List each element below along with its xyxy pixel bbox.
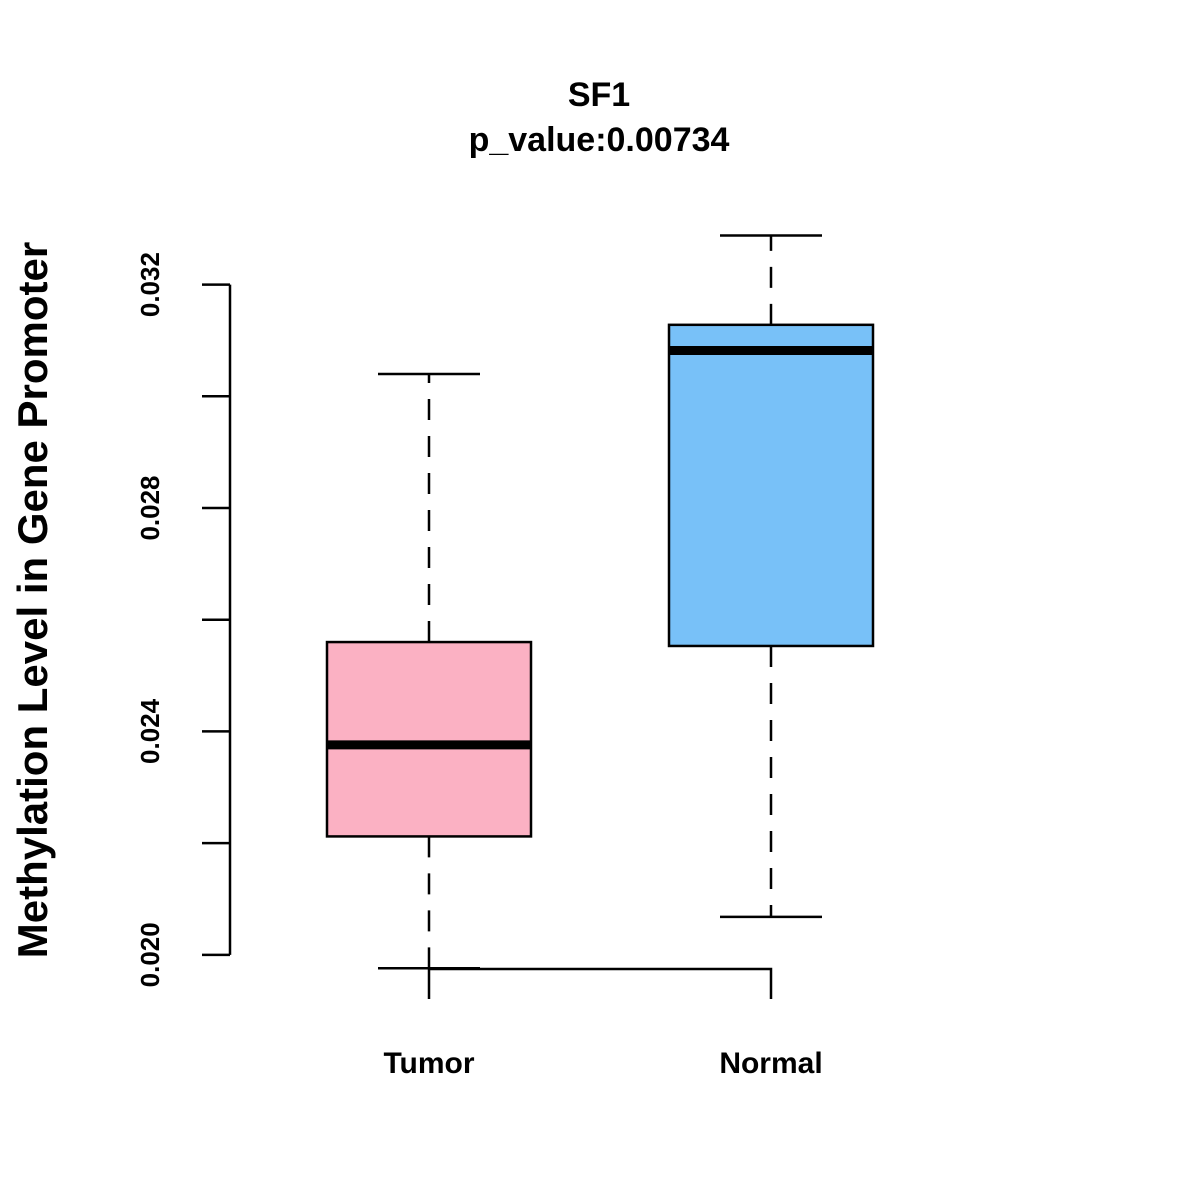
chart-title: SF1 [568,76,630,114]
box-tumor [325,372,533,970]
group-bracket [427,967,773,999]
y-tick-label: 0.032 [135,252,165,317]
chart-subtitle: p_value:0.00734 [469,121,730,159]
y-axis: 0.020 0.024 0.028 0.032 [135,252,232,987]
x-category-label: Tumor [383,1047,474,1080]
iqr-box [325,640,533,838]
bracket-line [427,967,773,999]
box-normal [667,234,875,919]
y-tick-label: 0.020 [135,922,165,987]
y-tick-label: 0.028 [135,475,165,540]
y-tick-label: 0.024 [135,698,165,764]
x-category-label: Normal [719,1047,822,1080]
boxes [325,234,875,970]
x-axis-labels: Tumor Normal [383,1047,822,1080]
y-axis-label: Methylation Level in Gene Promoter [9,242,56,958]
iqr-box [667,323,875,648]
